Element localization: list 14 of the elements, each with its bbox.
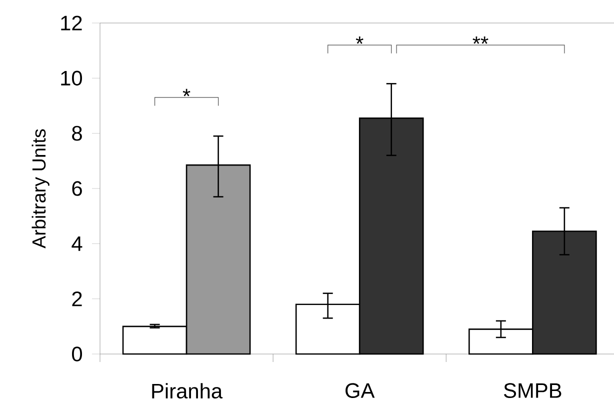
annotation: ** [472,36,488,44]
x-tick-label: Piranha [152,383,223,399]
annotation: * [356,36,364,44]
annotation: * [182,88,190,96]
y-axis-title: Arbitrary Units [32,129,50,248]
y-tick-label: 10 [61,70,82,86]
y-tick-label: 6 [72,181,82,196]
y-tick-label: 4 [72,236,82,251]
y-tick-label: 8 [72,126,82,141]
y-tick-label: 2 [72,292,82,306]
y-tick-label: 0 [72,346,82,362]
y-tick-label: 12 [61,16,82,30]
x-tick-label: SMPB [504,383,562,398]
x-tick-label: GA [346,383,375,398]
